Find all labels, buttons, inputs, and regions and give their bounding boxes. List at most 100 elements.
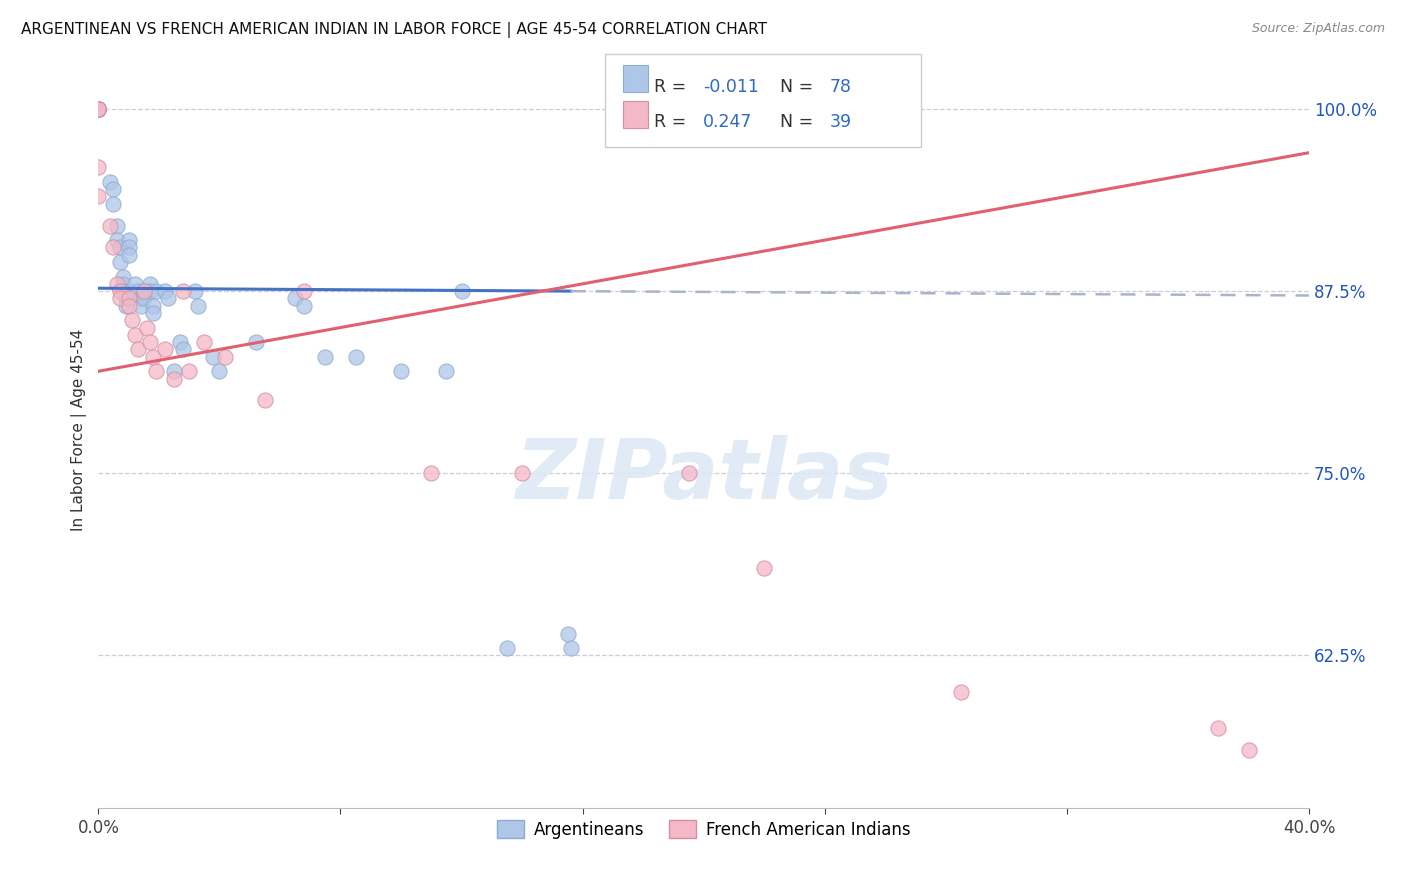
- Point: [87, 189, 110, 203]
- Point: [87, 102, 110, 116]
- Point: [145, 364, 167, 378]
- Point: [436, 364, 458, 378]
- Point: [87, 102, 110, 116]
- Text: R =: R =: [654, 113, 692, 131]
- Point: [87, 161, 110, 175]
- Point: [153, 343, 176, 357]
- Point: [145, 284, 167, 298]
- Point: [172, 343, 194, 357]
- Point: [1206, 721, 1229, 735]
- Text: R =: R =: [654, 78, 692, 95]
- Point: [117, 248, 139, 262]
- Point: [450, 284, 472, 298]
- Point: [111, 277, 134, 291]
- Point: [105, 277, 128, 291]
- Point: [153, 284, 176, 298]
- Point: [754, 561, 776, 575]
- Point: [139, 277, 162, 291]
- Point: [103, 182, 125, 196]
- Point: [87, 102, 110, 116]
- Text: Source: ZipAtlas.com: Source: ZipAtlas.com: [1251, 22, 1385, 36]
- Point: [179, 364, 201, 378]
- Point: [105, 219, 128, 233]
- Point: [111, 284, 134, 298]
- Point: [208, 364, 231, 378]
- Point: [172, 284, 194, 298]
- Point: [108, 292, 131, 306]
- Point: [184, 284, 207, 298]
- Point: [187, 299, 209, 313]
- Point: [87, 102, 110, 116]
- Point: [87, 102, 110, 116]
- Legend: Argentineans, French American Indians: Argentineans, French American Indians: [491, 814, 917, 846]
- Point: [87, 102, 110, 116]
- Point: [214, 350, 236, 364]
- Point: [314, 350, 336, 364]
- Point: [163, 371, 186, 385]
- Text: N =: N =: [780, 78, 820, 95]
- Point: [560, 641, 582, 656]
- Point: [163, 364, 186, 378]
- Point: [105, 233, 128, 247]
- Point: [142, 299, 165, 313]
- Text: ARGENTINEAN VS FRENCH AMERICAN INDIAN IN LABOR FORCE | AGE 45-54 CORRELATION CHA: ARGENTINEAN VS FRENCH AMERICAN INDIAN IN…: [21, 22, 768, 38]
- Text: -0.011: -0.011: [703, 78, 759, 95]
- Point: [253, 393, 276, 408]
- Point: [292, 299, 315, 313]
- Text: 0.247: 0.247: [703, 113, 752, 131]
- Point: [169, 335, 191, 350]
- Point: [496, 641, 519, 656]
- Point: [389, 364, 412, 378]
- Point: [344, 350, 367, 364]
- Point: [139, 284, 162, 298]
- Point: [114, 292, 136, 306]
- Point: [87, 102, 110, 116]
- Point: [129, 292, 152, 306]
- Point: [117, 233, 139, 247]
- Point: [117, 240, 139, 254]
- Point: [87, 102, 110, 116]
- Point: [111, 269, 134, 284]
- Point: [108, 284, 131, 298]
- Point: [132, 292, 155, 306]
- Point: [193, 335, 215, 350]
- Point: [103, 240, 125, 254]
- Point: [245, 335, 267, 350]
- Point: [114, 299, 136, 313]
- Point: [103, 196, 125, 211]
- Text: 39: 39: [830, 113, 852, 131]
- Y-axis label: In Labor Force | Age 45-54: In Labor Force | Age 45-54: [72, 328, 87, 531]
- Point: [117, 284, 139, 298]
- Point: [121, 313, 143, 327]
- Point: [127, 343, 149, 357]
- Point: [87, 102, 110, 116]
- Point: [132, 284, 155, 298]
- Point: [124, 277, 146, 291]
- Point: [1237, 743, 1260, 757]
- Point: [100, 219, 122, 233]
- Point: [124, 327, 146, 342]
- Point: [142, 306, 165, 320]
- Point: [87, 102, 110, 116]
- Point: [108, 255, 131, 269]
- Point: [129, 299, 152, 313]
- Text: ZIPatlas: ZIPatlas: [515, 434, 893, 516]
- Point: [127, 284, 149, 298]
- Text: N =: N =: [780, 113, 820, 131]
- Point: [510, 467, 533, 481]
- Point: [87, 102, 110, 116]
- Point: [202, 350, 225, 364]
- Point: [117, 299, 139, 313]
- Point: [292, 284, 315, 298]
- Point: [132, 284, 155, 298]
- Text: 78: 78: [830, 78, 852, 95]
- Point: [117, 292, 139, 306]
- Point: [142, 350, 165, 364]
- Point: [87, 102, 110, 116]
- Point: [284, 292, 307, 306]
- Point: [557, 626, 579, 640]
- Point: [678, 467, 700, 481]
- Point: [100, 175, 122, 189]
- Point: [135, 320, 157, 334]
- Point: [139, 335, 162, 350]
